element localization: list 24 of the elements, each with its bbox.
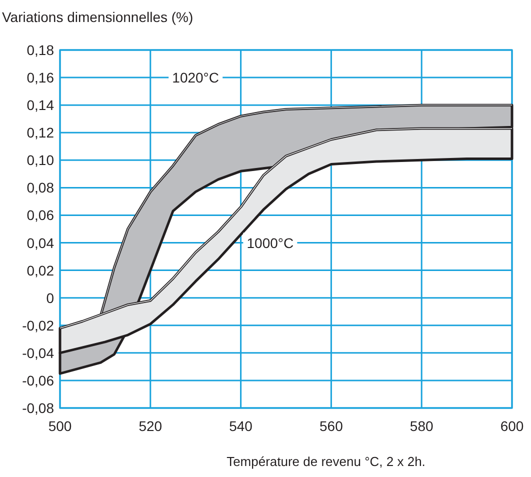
x-tick-label: 560 bbox=[320, 418, 344, 434]
y-tick-label: 0,14 bbox=[26, 97, 54, 114]
y-tick-label: 0,12 bbox=[26, 124, 54, 141]
y-tick-label: -0,08 bbox=[22, 400, 54, 416]
x-axis-title: Température de revenu °C, 2 x 2h. bbox=[226, 454, 426, 469]
y-tick-label: 0,02 bbox=[26, 262, 54, 278]
y-tick-label: -0,04 bbox=[22, 344, 54, 361]
y-tick-label: 0 bbox=[46, 290, 54, 306]
y-tick-label: 0,16 bbox=[26, 70, 54, 86]
y-tick-label: -0,02 bbox=[22, 317, 54, 334]
x-tick-label: 500 bbox=[48, 418, 72, 434]
x-tick-label: 520 bbox=[138, 418, 162, 434]
x-tick-label: 580 bbox=[410, 418, 434, 434]
y-tick-label: 0,08 bbox=[26, 180, 54, 196]
series-label: 1000°C bbox=[246, 234, 294, 251]
y-tick-label: 0,04 bbox=[26, 234, 54, 251]
y-tick-label: -0,06 bbox=[22, 372, 54, 388]
y-tick-label: 0,06 bbox=[26, 207, 54, 224]
y-axis-title: Variations dimensionnelles (%) bbox=[2, 9, 194, 25]
text: 1020°C bbox=[172, 70, 220, 86]
y-tick-label: 0,10 bbox=[26, 152, 54, 168]
x-tick-label: 540 bbox=[229, 418, 253, 434]
y-tick-label: 0,18 bbox=[26, 42, 54, 58]
x-tick-label: 600 bbox=[500, 418, 524, 434]
